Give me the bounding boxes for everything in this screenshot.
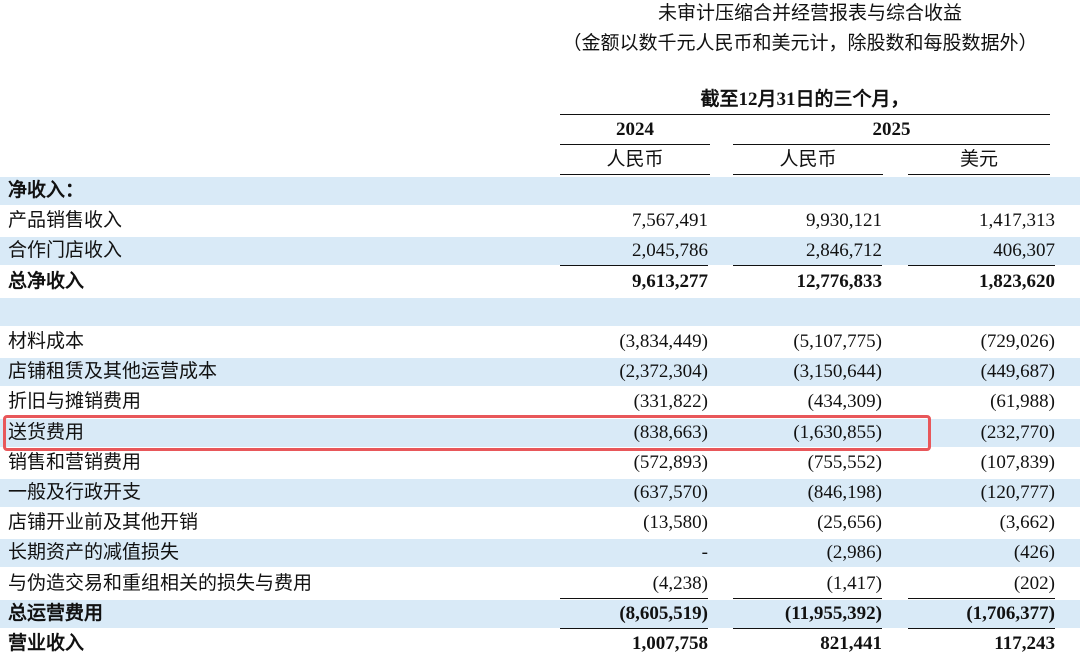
spacer-row xyxy=(0,297,1080,326)
row-label: 与伪造交易和重组相关的损失与费用 xyxy=(8,572,313,594)
cell-value: 9,613,277 xyxy=(632,270,708,292)
table-row xyxy=(0,177,1080,205)
row-label: 合作门店收入 xyxy=(8,240,123,262)
cell-value: (202) xyxy=(1013,572,1055,594)
cell-value: (25,656) xyxy=(817,512,882,534)
cell-value: (11,955,392) xyxy=(784,602,882,624)
cell-value: (232,770) xyxy=(980,421,1055,443)
table-row xyxy=(0,599,1080,628)
cell-value: (2,986) xyxy=(826,542,882,564)
currency: 人民币 xyxy=(779,149,837,170)
rule xyxy=(733,597,882,599)
table-row xyxy=(0,479,1080,507)
rule xyxy=(908,627,1055,629)
rule xyxy=(560,265,708,267)
cell-value: (3,150,644) xyxy=(793,361,882,383)
row-label: 店铺租赁及其他运营成本 xyxy=(8,361,218,383)
table-row xyxy=(0,237,1080,266)
cell-value: (755,552) xyxy=(807,451,882,473)
cell-value: (61,988) xyxy=(990,391,1055,413)
table-row xyxy=(0,358,1080,387)
highlight-box xyxy=(3,414,931,451)
cell-value: 117,243 xyxy=(994,633,1055,654)
cell-value: 12,776,833 xyxy=(796,270,883,292)
table-row xyxy=(0,418,1080,447)
row-label: 总运营费用 xyxy=(8,602,104,624)
cell-value: (1,417) xyxy=(826,572,882,594)
cell-value: 1,823,620 xyxy=(979,270,1055,292)
cell-value: 7,567,491 xyxy=(632,210,708,232)
row-label: 总净收入 xyxy=(8,270,85,292)
cell-value: (434,309) xyxy=(807,391,882,413)
rule xyxy=(908,265,1055,267)
cell-value: 821,441 xyxy=(820,633,882,654)
row-label: 长期资产的减值损失 xyxy=(8,542,180,564)
cell-value: (4,238) xyxy=(652,572,708,594)
title: 未审计压缩合并经营报表与综合收益 xyxy=(657,3,962,24)
rule xyxy=(908,597,1055,599)
cell-value: (8,605,519) xyxy=(619,602,708,624)
cell-value: (13,580) xyxy=(643,512,708,534)
row-label: 营业收入 xyxy=(8,633,85,654)
rule xyxy=(733,174,883,175)
cell-value: (846,198) xyxy=(807,482,882,503)
cell-value: (449,687) xyxy=(980,361,1055,383)
cell-value: (331,822) xyxy=(633,391,708,413)
table-row xyxy=(0,539,1080,568)
row-label: 送货费用 xyxy=(8,421,85,443)
cell-value: (637,570) xyxy=(633,482,708,503)
cell-value: (729,026) xyxy=(980,331,1055,352)
rule xyxy=(560,627,708,629)
row-label: 净收入： xyxy=(8,180,85,201)
cell-value: 406,307 xyxy=(993,240,1055,262)
rule xyxy=(733,265,882,267)
cell-value: (3,662) xyxy=(999,512,1055,534)
cell-value: (1,706,377) xyxy=(966,602,1055,624)
rule xyxy=(560,174,710,175)
cell-value: (426) xyxy=(1013,542,1055,564)
cell-value: (838,663) xyxy=(633,421,708,443)
year: 2025 xyxy=(872,119,911,140)
cell-value: 2,846,712 xyxy=(806,240,882,262)
row-label: 产品销售收入 xyxy=(8,210,123,232)
rule xyxy=(560,114,1050,115)
period: 截至12月31日的三个月， xyxy=(700,89,910,110)
rule xyxy=(908,174,1050,175)
subtitle: （金额以数千元人民币和美元计，除股数和每股数据外） xyxy=(562,33,1038,54)
cell-value: (120,777) xyxy=(980,482,1055,503)
cell-value: (2,372,304) xyxy=(619,361,708,383)
cell-value: (107,839) xyxy=(980,451,1055,473)
cell-value: - xyxy=(701,542,708,564)
rule xyxy=(560,597,708,599)
row-label: 一般及行政开支 xyxy=(8,482,142,503)
rule xyxy=(733,627,882,629)
cell-value: 9,930,121 xyxy=(806,210,882,232)
cell-value: (572,893) xyxy=(633,451,708,473)
rule xyxy=(560,144,710,145)
cell-value: 1,007,758 xyxy=(632,633,708,654)
row-label: 折旧与摊销费用 xyxy=(8,391,142,413)
currency: 人民币 xyxy=(606,149,664,170)
row-label: 材料成本 xyxy=(8,331,85,352)
year: 2024 xyxy=(616,119,654,140)
rule xyxy=(733,144,1050,145)
cell-value: 2,045,786 xyxy=(632,240,708,262)
cell-value: (5,107,775) xyxy=(793,331,882,352)
cell-value: (1,630,855) xyxy=(793,421,882,443)
cell-value: (3,834,449) xyxy=(619,331,708,352)
row-label: 销售和营销费用 xyxy=(8,451,142,473)
row-label: 店铺开业前及其他开销 xyxy=(8,512,199,534)
currency: 美元 xyxy=(959,149,998,170)
cell-value: 1,417,313 xyxy=(979,210,1055,232)
